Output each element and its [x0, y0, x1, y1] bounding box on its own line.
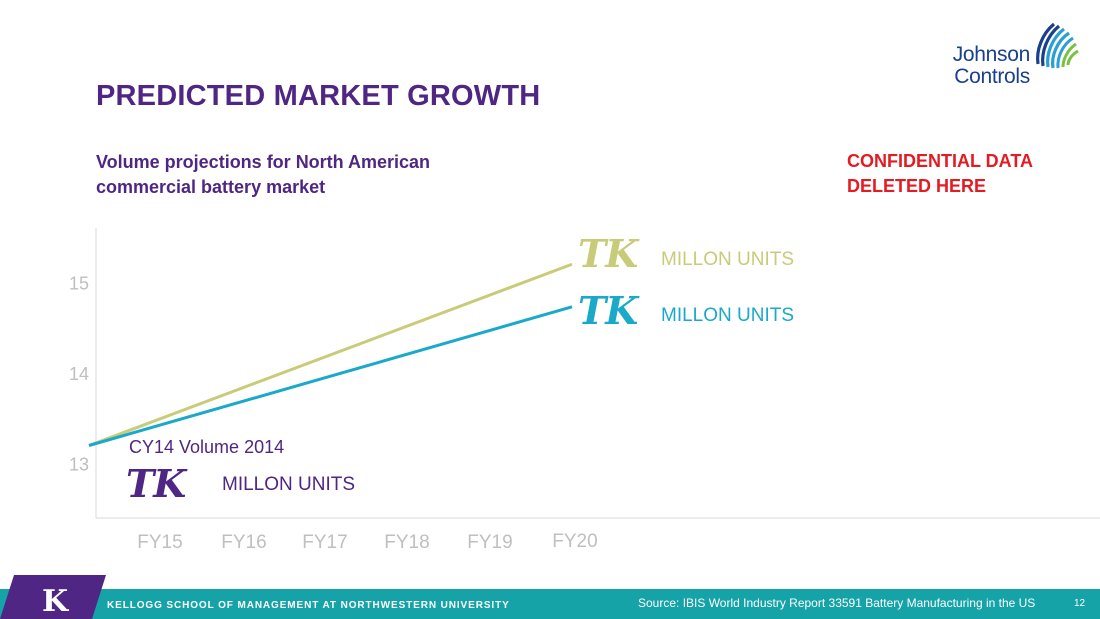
- series-line-1: [88, 262, 573, 447]
- logo-swoosh-icon: [1036, 22, 1079, 69]
- series-line-2: [88, 305, 573, 447]
- x-tick-label: FY15: [137, 532, 182, 553]
- kellogg-k-logo: K: [0, 575, 106, 619]
- x-tick-label: FY16: [221, 532, 266, 553]
- y-tick-label: 15: [69, 273, 89, 293]
- top-line-value: TK: [578, 231, 638, 276]
- subtitle-line-2: commercial battery market: [96, 177, 326, 197]
- x-tick-label: FY17: [302, 532, 347, 553]
- logo-line-1: Johnson: [952, 43, 1031, 66]
- page-title: PREDICTED MARKET GROWTH: [96, 80, 541, 112]
- chart-subtitle: Volume projections for North American co…: [96, 150, 430, 200]
- x-tick-label: FY20: [552, 531, 597, 552]
- logo-line-2: Controls: [954, 65, 1030, 88]
- page-number: 12: [1074, 598, 1086, 609]
- confidential-line-2: DELETED HERE: [847, 176, 987, 196]
- confidential-notice: CONFIDENTIAL DATA DELETED HERE: [847, 149, 1033, 199]
- x-tick-label: FY18: [384, 532, 429, 553]
- middle-line-value: TK: [578, 288, 638, 333]
- y-tick-label: 14: [69, 364, 89, 384]
- x-tick-label: FY19: [467, 532, 512, 553]
- johnson-controls-logo: Johnson Controls: [916, 20, 1081, 96]
- confidential-line-1: CONFIDENTIAL DATA: [847, 151, 1033, 171]
- source-citation: Source: IBIS World Industry Report 33591…: [638, 596, 1036, 610]
- top-line-units: MILLON UNITS: [661, 249, 795, 270]
- kellogg-k-letter: K: [42, 584, 69, 619]
- base-year-units: MILLON UNITS: [222, 474, 356, 495]
- base-year-value: TK: [126, 461, 186, 506]
- y-tick-label: 13: [69, 455, 89, 475]
- middle-line-units: MILLON UNITS: [661, 305, 795, 326]
- subtitle-line-1: Volume projections for North American: [96, 152, 431, 172]
- footer-bar: [0, 589, 1100, 619]
- school-name: KELLOGG SCHOOL OF MANAGEMENT AT NORTHWES…: [107, 600, 510, 611]
- logo-wordmark: Johnson Controls: [916, 43, 1031, 88]
- base-year-label: CY14 Volume 2014: [129, 437, 285, 457]
